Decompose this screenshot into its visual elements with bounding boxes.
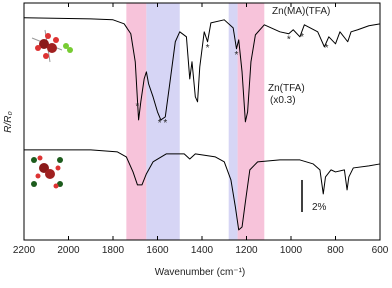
band — [228, 3, 238, 240]
peak-marker: * — [163, 118, 167, 129]
peak-marker: * — [136, 102, 140, 113]
molecule-bottom — [31, 155, 63, 189]
x-axis-label: Wavenumber (cm⁻¹) — [155, 267, 245, 278]
series-label: Zn(MA)(TFA) — [272, 6, 330, 17]
y-axis-label: R/R₀ — [3, 111, 14, 132]
x-tick-label: 2000 — [57, 245, 80, 256]
x-tick-label: 1600 — [146, 245, 169, 256]
bands — [126, 3, 265, 240]
x-tick-label: 1000 — [280, 245, 303, 256]
x-tick-label: 1200 — [235, 245, 258, 256]
peak-marker: * — [235, 50, 239, 61]
peak-marker: * — [287, 35, 291, 46]
x-tick-label: 1400 — [191, 245, 214, 256]
annotation: (x0.3) — [270, 95, 296, 106]
x-tick-label: 1800 — [102, 245, 125, 256]
peak-marker: * — [325, 43, 329, 54]
spectrum-line — [23, 17, 381, 123]
peak-marker: * — [158, 118, 162, 129]
peak-marker: * — [206, 43, 210, 54]
spectrum-line — [24, 149, 381, 231]
scale-bar-label: 2% — [312, 202, 327, 213]
x-tick-label: 600 — [372, 245, 389, 256]
band — [237, 3, 265, 240]
band — [126, 3, 147, 240]
x-tick-label: 800 — [327, 245, 344, 256]
series-label: Zn(TFA) — [268, 83, 305, 94]
molecule-top — [31, 29, 73, 63]
band — [146, 3, 180, 240]
x-tick-label: 2200 — [13, 245, 36, 256]
peak-marker: * — [300, 32, 304, 43]
plot-frame — [23, 2, 381, 241]
